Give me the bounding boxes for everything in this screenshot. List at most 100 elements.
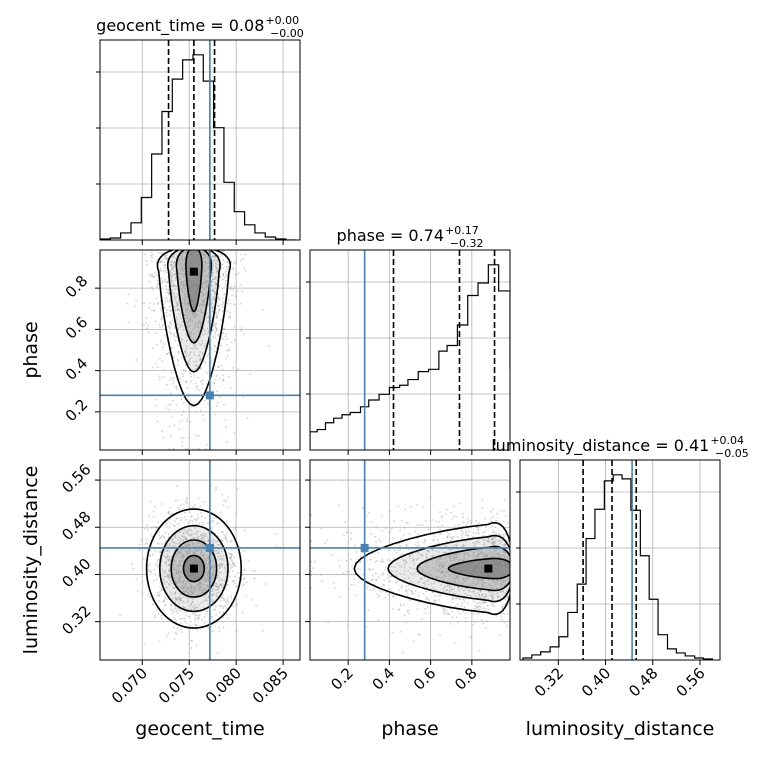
sample-point bbox=[204, 270, 207, 272]
sample-point bbox=[186, 263, 189, 265]
sample-point bbox=[183, 286, 185, 288]
sample-point bbox=[161, 608, 164, 611]
sample-point bbox=[185, 538, 188, 541]
sample-point bbox=[472, 565, 475, 568]
sample-point bbox=[178, 563, 180, 565]
sample-point bbox=[167, 575, 170, 578]
sample-point bbox=[187, 302, 190, 305]
sample-point bbox=[391, 608, 394, 610]
sample-point bbox=[197, 559, 200, 562]
sample-point bbox=[333, 587, 336, 589]
sample-point bbox=[230, 555, 233, 558]
sample-point bbox=[207, 595, 210, 598]
sample-point bbox=[225, 570, 228, 573]
sample-point bbox=[200, 409, 202, 412]
sample-point bbox=[170, 285, 173, 288]
sample-point bbox=[181, 585, 184, 587]
sample-point bbox=[233, 285, 236, 288]
sample-point bbox=[192, 506, 195, 509]
sample-point bbox=[380, 561, 382, 563]
sample-point bbox=[350, 537, 353, 540]
sample-point bbox=[194, 324, 196, 327]
sample-point bbox=[147, 528, 149, 531]
sample-point bbox=[157, 302, 159, 304]
sample-point bbox=[445, 575, 448, 578]
sample-point bbox=[173, 424, 176, 427]
sample-point bbox=[201, 584, 204, 586]
sample-point bbox=[202, 501, 205, 504]
sample-point bbox=[457, 565, 460, 568]
sample-point bbox=[204, 557, 207, 560]
sample-point bbox=[195, 574, 198, 576]
sample-point bbox=[475, 567, 478, 570]
sample-point bbox=[183, 257, 186, 260]
sample-point bbox=[462, 610, 465, 613]
sample-point bbox=[452, 588, 455, 591]
sample-point bbox=[183, 274, 186, 277]
sample-point bbox=[206, 566, 208, 569]
sample-point bbox=[206, 610, 209, 613]
sample-point bbox=[374, 572, 377, 574]
sample-point bbox=[476, 553, 479, 555]
sample-point bbox=[195, 368, 198, 370]
sample-point bbox=[169, 277, 172, 280]
sample-point bbox=[188, 577, 191, 579]
sample-point bbox=[268, 345, 270, 348]
sample-point bbox=[202, 299, 205, 302]
sample-point bbox=[419, 633, 421, 636]
sample-point bbox=[189, 558, 192, 561]
sample-point bbox=[156, 279, 159, 282]
sample-point bbox=[196, 584, 199, 587]
sample-point bbox=[183, 529, 186, 532]
sample-point bbox=[338, 559, 340, 562]
sample-point bbox=[232, 366, 235, 369]
sample-point bbox=[449, 622, 452, 625]
sample-point bbox=[191, 520, 194, 523]
sample-point bbox=[197, 617, 200, 619]
sample-point bbox=[192, 287, 195, 290]
sample-point bbox=[216, 402, 219, 404]
sample-point bbox=[492, 553, 495, 556]
sample-point bbox=[179, 564, 182, 567]
sample-point bbox=[155, 404, 158, 407]
sample-point bbox=[225, 607, 228, 610]
sample-point bbox=[505, 568, 507, 571]
sample-point bbox=[395, 551, 398, 554]
sample-point bbox=[143, 527, 146, 530]
sample-point bbox=[201, 282, 204, 285]
sample-point bbox=[341, 479, 344, 482]
sample-point bbox=[475, 606, 478, 609]
sample-point bbox=[420, 578, 423, 581]
sample-point bbox=[477, 566, 480, 569]
sample-point bbox=[162, 437, 165, 439]
sample-point bbox=[382, 571, 385, 574]
sample-point bbox=[466, 584, 469, 587]
sample-point bbox=[144, 253, 147, 256]
sample-point bbox=[193, 560, 196, 562]
sample-point bbox=[463, 553, 465, 556]
sample-point bbox=[199, 266, 202, 269]
sample-point bbox=[181, 373, 184, 375]
sample-point bbox=[197, 584, 199, 587]
sample-point bbox=[183, 543, 186, 545]
sample-point bbox=[187, 320, 190, 323]
sample-point bbox=[169, 542, 171, 545]
sample-point bbox=[411, 556, 414, 559]
sample-point bbox=[167, 632, 170, 635]
sample-point bbox=[164, 550, 167, 553]
sample-point bbox=[158, 595, 161, 598]
sample-point bbox=[182, 283, 185, 285]
sample-point bbox=[386, 577, 389, 580]
sample-point bbox=[180, 317, 182, 320]
sample-point bbox=[368, 567, 371, 570]
sample-point bbox=[466, 571, 469, 574]
sample-point bbox=[185, 591, 188, 594]
sample-point bbox=[182, 369, 185, 372]
sample-point bbox=[193, 542, 195, 545]
sample-point bbox=[214, 326, 217, 329]
sample-point bbox=[196, 513, 199, 516]
sample-point bbox=[196, 259, 199, 262]
sample-point bbox=[411, 573, 414, 576]
sample-point bbox=[195, 644, 198, 647]
sample-point bbox=[449, 574, 452, 576]
